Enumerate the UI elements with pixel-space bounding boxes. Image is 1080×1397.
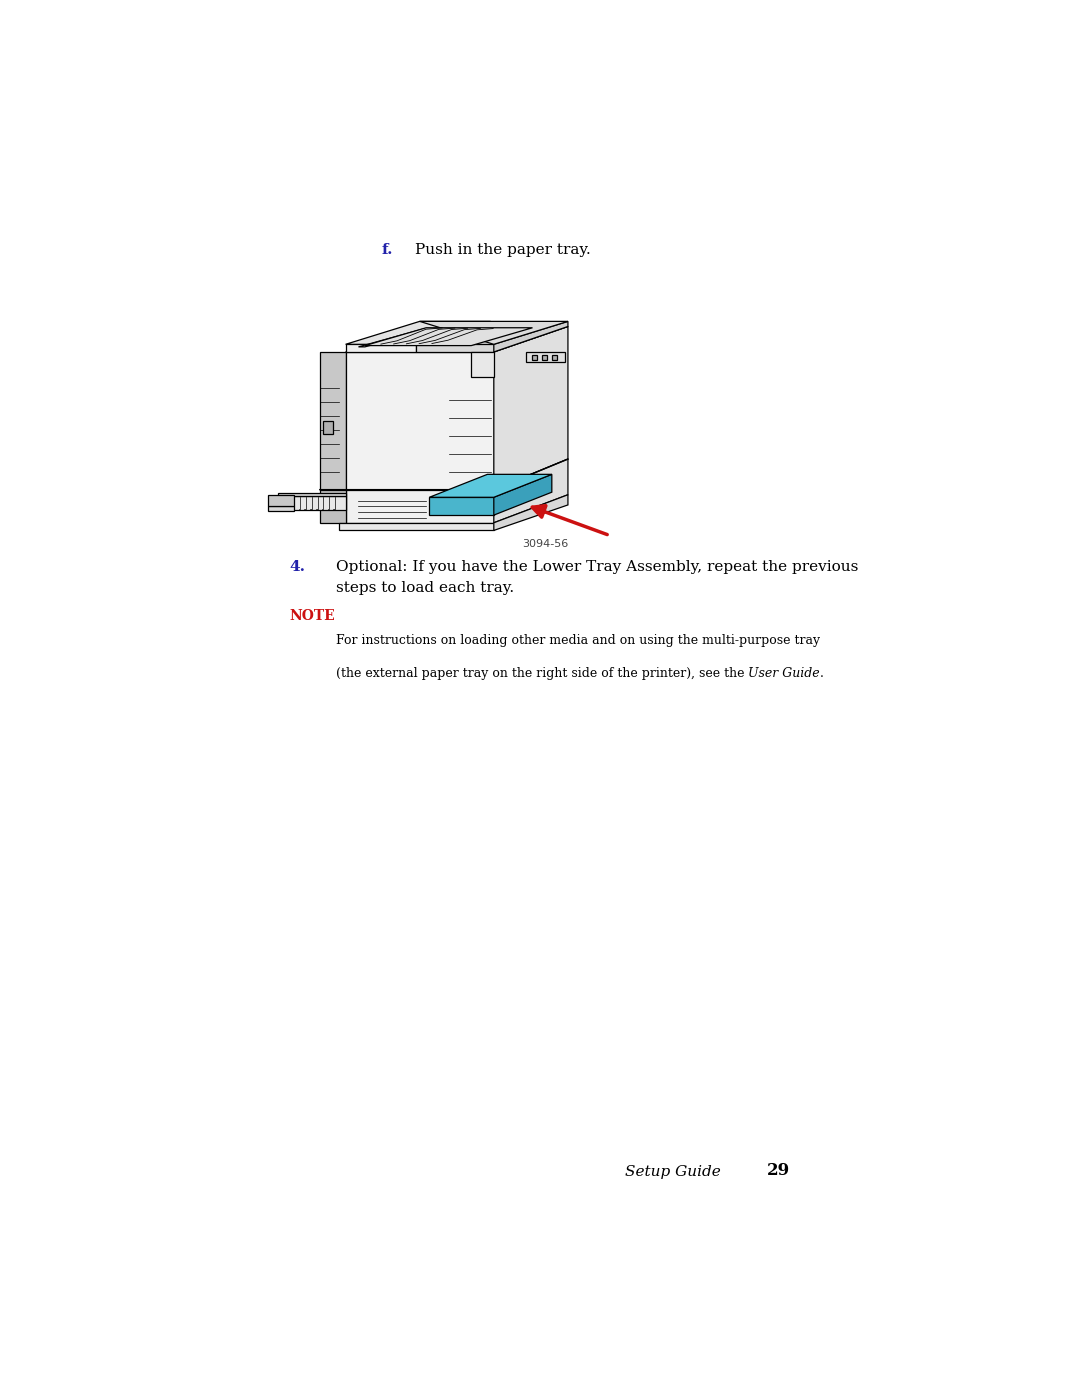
- Polygon shape: [494, 321, 568, 352]
- Polygon shape: [494, 475, 552, 515]
- Polygon shape: [359, 330, 430, 346]
- Text: For instructions on loading other media and on using the multi-purpose tray: For instructions on loading other media …: [336, 634, 820, 647]
- Polygon shape: [346, 352, 494, 489]
- Text: 29: 29: [767, 1162, 791, 1179]
- Polygon shape: [346, 489, 494, 522]
- Polygon shape: [320, 352, 346, 489]
- Polygon shape: [352, 327, 545, 349]
- Text: f.: f.: [382, 243, 393, 257]
- Polygon shape: [494, 327, 568, 489]
- Text: .: .: [820, 666, 824, 680]
- Polygon shape: [417, 344, 494, 352]
- Text: Optional: If you have the Lower Tray Assembly, repeat the previous
steps to load: Optional: If you have the Lower Tray Ass…: [336, 560, 859, 595]
- Text: 4.: 4.: [289, 560, 306, 574]
- Polygon shape: [268, 506, 294, 511]
- Polygon shape: [268, 495, 294, 506]
- Polygon shape: [278, 493, 346, 496]
- Text: NOTE: NOTE: [289, 609, 336, 623]
- Polygon shape: [420, 321, 568, 344]
- Polygon shape: [542, 355, 546, 359]
- Polygon shape: [532, 355, 538, 359]
- Text: User Guide: User Guide: [748, 666, 820, 680]
- Polygon shape: [346, 321, 490, 344]
- Polygon shape: [552, 355, 556, 359]
- Polygon shape: [526, 352, 565, 362]
- Polygon shape: [430, 497, 494, 515]
- Polygon shape: [471, 352, 494, 377]
- Polygon shape: [278, 496, 346, 510]
- Polygon shape: [323, 420, 333, 433]
- Polygon shape: [339, 522, 494, 531]
- Polygon shape: [346, 344, 417, 352]
- Text: (the external paper tray on the right side of the printer), see the: (the external paper tray on the right si…: [336, 666, 748, 680]
- Polygon shape: [494, 460, 568, 522]
- Polygon shape: [430, 475, 552, 497]
- Polygon shape: [494, 495, 568, 531]
- Text: 3094-56: 3094-56: [522, 539, 568, 549]
- Polygon shape: [365, 328, 532, 345]
- Polygon shape: [346, 327, 568, 352]
- Text: Push in the paper tray.: Push in the paper tray.: [416, 243, 591, 257]
- Polygon shape: [320, 489, 346, 522]
- Text: Setup Guide: Setup Guide: [625, 1165, 721, 1179]
